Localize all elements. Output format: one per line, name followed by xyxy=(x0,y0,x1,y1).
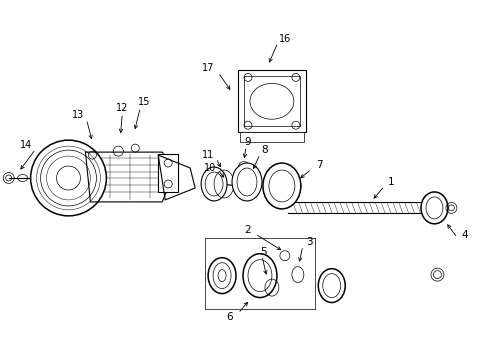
Bar xyxy=(240,132,303,142)
Text: 6: 6 xyxy=(226,312,233,323)
Bar xyxy=(158,154,178,192)
Ellipse shape xyxy=(201,167,226,201)
Ellipse shape xyxy=(318,269,345,302)
Text: 16: 16 xyxy=(278,33,290,44)
Text: 3: 3 xyxy=(306,237,312,247)
Ellipse shape xyxy=(243,254,276,298)
Text: 4: 4 xyxy=(460,230,467,240)
Ellipse shape xyxy=(420,192,447,224)
Text: 5: 5 xyxy=(260,247,267,257)
Text: 10: 10 xyxy=(203,163,216,173)
Text: 2: 2 xyxy=(244,225,251,235)
Ellipse shape xyxy=(263,163,300,209)
Circle shape xyxy=(31,140,106,216)
Bar xyxy=(244,76,299,126)
Text: 9: 9 xyxy=(244,137,251,147)
Text: 7: 7 xyxy=(316,160,323,170)
Ellipse shape xyxy=(208,258,236,293)
Polygon shape xyxy=(158,155,195,200)
Text: 11: 11 xyxy=(202,150,214,160)
Text: 8: 8 xyxy=(261,145,268,155)
Ellipse shape xyxy=(232,163,262,201)
Bar xyxy=(238,71,305,132)
Text: 17: 17 xyxy=(202,63,214,73)
Text: 15: 15 xyxy=(138,97,150,107)
Text: 14: 14 xyxy=(20,140,32,150)
Polygon shape xyxy=(85,152,172,202)
Text: 13: 13 xyxy=(72,110,84,120)
Text: 1: 1 xyxy=(387,177,394,187)
Text: 12: 12 xyxy=(116,103,128,113)
